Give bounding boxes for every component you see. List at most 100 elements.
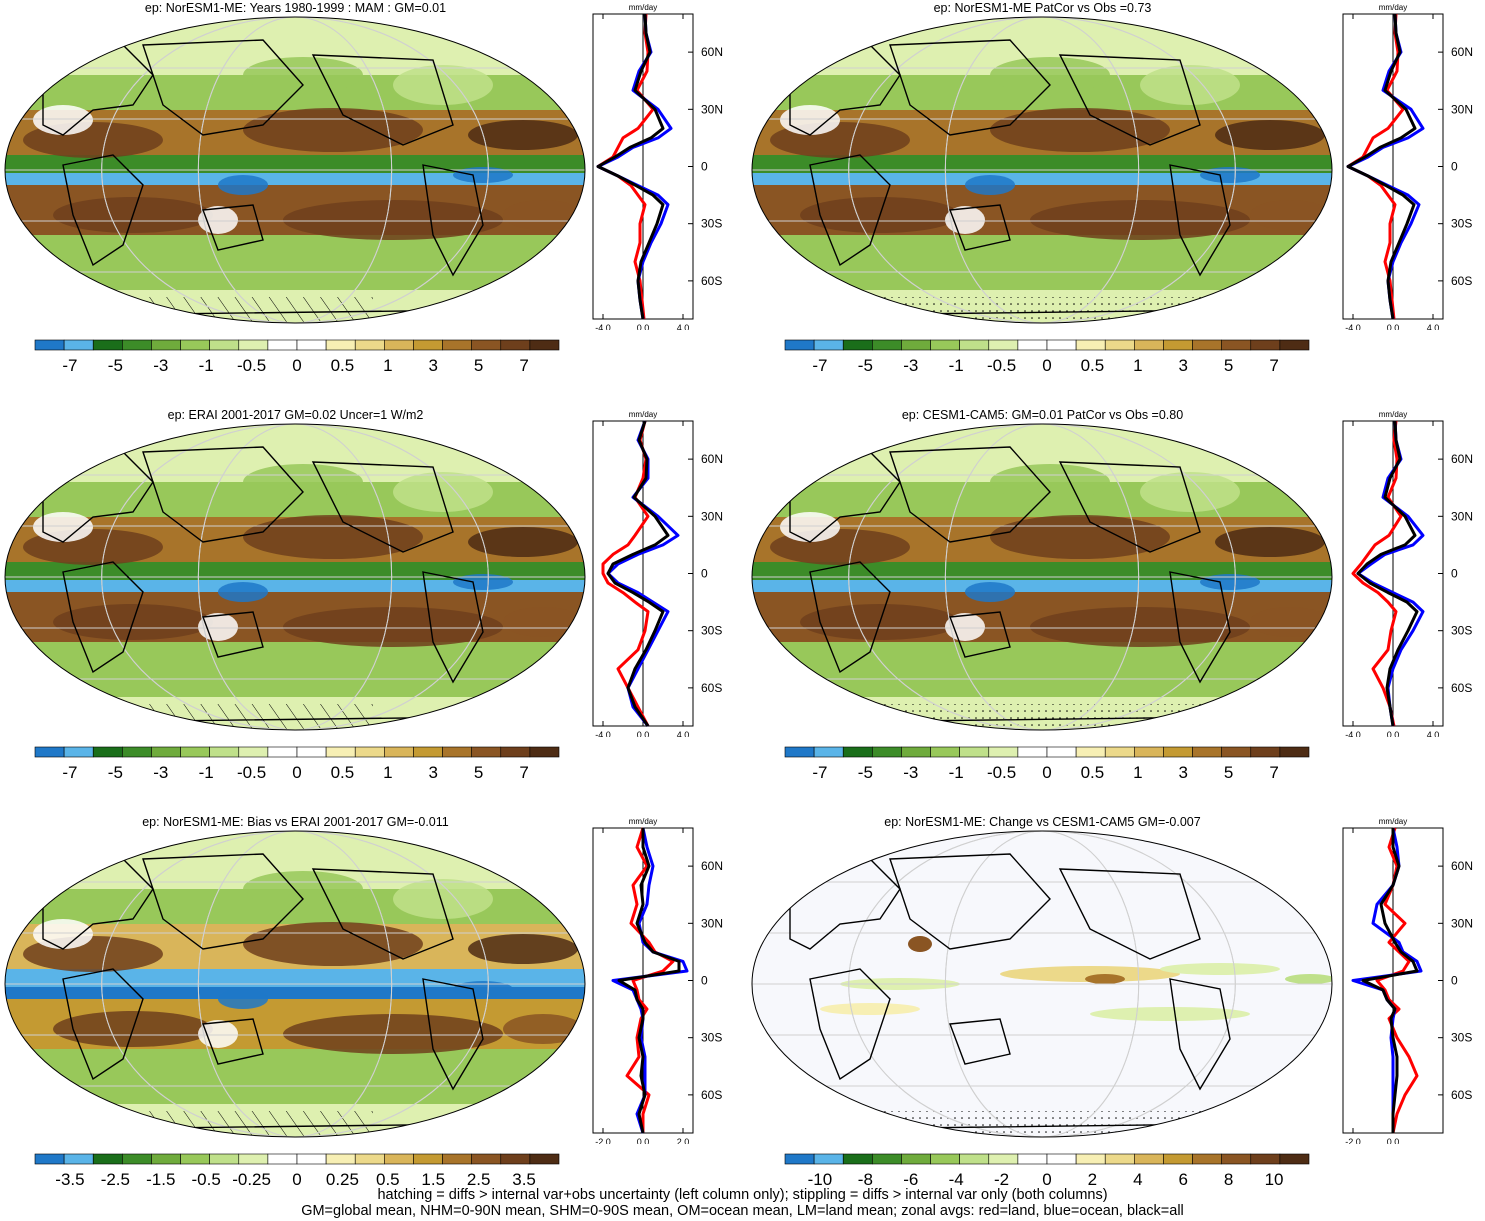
coastline [789,44,901,136]
coastline [1058,461,1201,553]
map-title: ep: ERAI 2001-2017 GM=0.02 Uncer=1 W/m2 [167,408,424,422]
colorbar-swatch [1279,1153,1310,1165]
colorbar: -7 -5 -3 -1 -0.5 0 0.5 1 3 5 7 [784,339,1310,375]
colorbar-swatch [784,1153,815,1165]
colorbar-swatch [122,746,152,758]
y-tick-label: 30N [1451,102,1473,116]
all-zonal-line [606,420,670,727]
colorbar-swatch [842,1153,873,1165]
precip-anomaly-blob [283,607,503,647]
longitude-gridline [944,17,1140,323]
zonal-mean-plot: mm/day -4.0 0.0 4.0 60N 30N 0 30S 60S [1342,3,1473,330]
precip-anomaly-blob [243,922,423,966]
x-tick-label: 4.0 [677,323,690,330]
band-south-midlat [5,642,585,697]
coastline [809,154,891,267]
band-equatorial [5,987,585,999]
precip-anomaly-blob [780,105,840,135]
y-tick-label: 30N [701,509,723,523]
colorbar-swatch [296,339,327,351]
coastline [311,868,454,960]
colorbar-label: 3 [1179,763,1188,782]
longitude-gridline [848,424,1236,730]
colorbar-label: 0 [292,1170,301,1189]
x-tick-label: -4.0 [595,323,611,330]
colorbar-label: 2 [1088,1170,1097,1189]
precip-anomaly-blob [243,57,363,93]
precip-anomaly-blob [198,1020,238,1048]
map-title: ep: CESM1-CAM5: GM=0.01 PatCor vs Obs =0… [901,408,1184,422]
colorbar-label: -4 [949,1170,964,1189]
colorbar-swatch [813,746,844,758]
colorbar-swatch [529,746,560,758]
colorbar-swatch [1163,339,1193,351]
ocean-zonal-line [1346,13,1425,320]
colorbar-label: 7 [519,763,528,782]
longitude-gridline [944,831,1140,1137]
colorbar-swatch [1134,1153,1164,1165]
colorbar-swatch [959,339,990,351]
coastline [828,309,1232,323]
colorbar-label: 0.5 [1081,763,1105,782]
footer-line-2: GM=global mean, NHM=0-90N mean, SHM=0-90… [301,1203,1184,1219]
precip-anomaly-blob [965,175,1015,195]
precip-anomaly-blob [990,108,1170,152]
colorbar-label: -7 [62,763,77,782]
colorbar-swatch [151,746,181,758]
colorbar-swatch [784,339,815,351]
colorbar-label: 7 [1269,763,1278,782]
coastline [889,39,1051,136]
precip-anomaly-blob [33,919,93,949]
colorbar-swatch [901,1153,931,1165]
x-tick-label: 0.0 [1387,1137,1400,1144]
colorbar-swatch [1046,746,1077,758]
precip-anomaly-blob [1090,1007,1250,1021]
colorbar-label: 0 [1042,763,1051,782]
colorbar-swatch [354,339,385,351]
colorbar-swatch [872,339,902,351]
precip-anomaly-blob [1215,527,1325,557]
colorbar-label: 5 [474,763,483,782]
colorbar-label: 0.5 [331,763,355,782]
coastline [62,154,144,267]
longitude-gridline [944,424,1140,730]
coastline [422,164,484,277]
colorbar-label: 0.5 [1081,356,1105,375]
precip-anomaly-blob [1250,607,1330,637]
y-tick-label: 60N [1451,859,1473,873]
coastline [809,968,891,1081]
colorbar-label: -6 [903,1170,918,1189]
colorbar-swatch [529,1153,560,1165]
coastline [789,858,901,950]
x-tick-label: -4.0 [595,730,611,737]
colorbar-swatch [1134,746,1164,758]
coastline [62,968,144,1081]
colorbar-swatch [1075,746,1106,758]
y-tick-label: 30N [701,102,723,116]
colorbar-swatch [34,746,65,758]
precip-anomaly-blob [243,464,363,500]
colorbar-swatch [325,339,356,351]
colorbar-label: 1 [1133,356,1142,375]
colorbar-label: -0.5 [237,356,266,375]
x-tick-label: 2.0 [677,1137,690,1144]
colorbar-label: 6 [1179,1170,1188,1189]
colorbar-label: 1 [383,763,392,782]
y-tick-label: 60N [1451,452,1473,466]
zonal-mean-plot: mm/day -4.0 0.0 4.0 60N 30N 0 30S 60S [1342,410,1473,737]
y-tick-label: 0 [701,974,708,988]
coastline [1169,164,1231,277]
precip-anomaly-blob [243,515,423,559]
precip-anomaly-blob [453,574,513,590]
colorbar-label: -0.5 [987,356,1016,375]
colorbar-label: 5 [474,356,483,375]
colorbar-swatch [500,1153,531,1165]
longitude-gridline [197,17,393,323]
coastline [311,54,454,146]
y-tick-label: 60N [1451,45,1473,59]
colorbar-swatch [930,339,960,351]
precip-anomaly-blob [1030,607,1250,647]
x-tick-label: 0.0 [637,730,650,737]
colorbar-swatch [1075,339,1106,351]
colorbar-label: -7 [812,763,827,782]
